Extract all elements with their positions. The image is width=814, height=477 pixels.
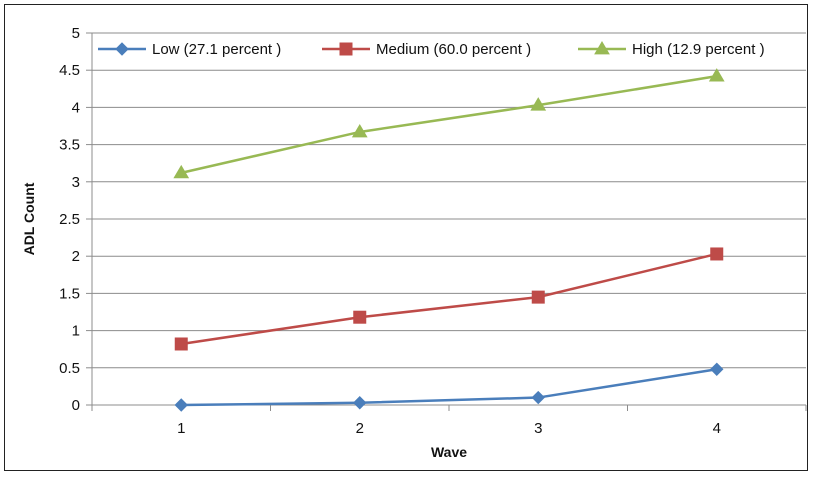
x-tick-label: 1 [177,420,185,437]
data-point [353,396,367,410]
legend-marker [339,42,353,56]
y-tick-label: 3.5 [59,137,80,154]
y-tick-label: 3 [72,174,80,191]
y-tick-label: 2 [72,248,80,265]
legend-label: High (12.9 percent ) [632,41,765,58]
x-tick-label: 2 [356,420,364,437]
x-tick-label: 4 [713,420,721,437]
data-point [173,164,190,179]
legend-label: Medium (60.0 percent ) [376,41,531,58]
data-point [531,290,545,304]
series-line [180,74,717,175]
series-line [181,252,718,346]
legend-item: Low (27.1 percent ) [98,41,281,58]
x-axis-title: Wave [431,444,467,460]
data-point [710,362,724,376]
y-tick-label: 4 [72,99,80,116]
y-tick-label: 4.5 [59,62,80,79]
data-point [353,310,367,324]
legend-marker [115,42,129,56]
y-axis-title: ADL Count [21,182,37,255]
gridlines [92,32,806,369]
legend: Low (27.1 percent ) Medium (60.0 percent … [98,41,765,58]
series-line [181,368,717,407]
data-point [174,337,188,351]
y-tick-label: 2.5 [59,211,80,228]
y-tick-label: 1 [72,323,80,340]
legend-marker [594,41,610,55]
data-point [351,123,368,138]
series-layer [173,68,725,412]
data-point [708,68,725,82]
y-tick-label: 1.5 [59,285,80,302]
legend-item: High (12.9 percent ) [578,41,765,58]
series-1 [174,247,724,351]
series-0 [174,362,724,412]
y-tick-label: 0.5 [59,360,80,377]
data-point [531,390,545,405]
data-point [530,97,547,111]
chart-frame [4,4,808,471]
axes: 0 0.5 1 1.5 2 2.5 3 3.5 4 4.5 5 1 2 3 4 [59,25,807,437]
legend-item: Medium (60.0 percent ) [322,41,531,58]
x-tick-label: 3 [534,420,542,437]
y-tick-label: 0 [72,397,80,414]
series-2 [173,68,725,179]
data-point [174,398,188,412]
y-tick-label: 5 [72,25,80,42]
data-point [710,247,724,261]
legend-label: Low (27.1 percent ) [152,41,281,58]
